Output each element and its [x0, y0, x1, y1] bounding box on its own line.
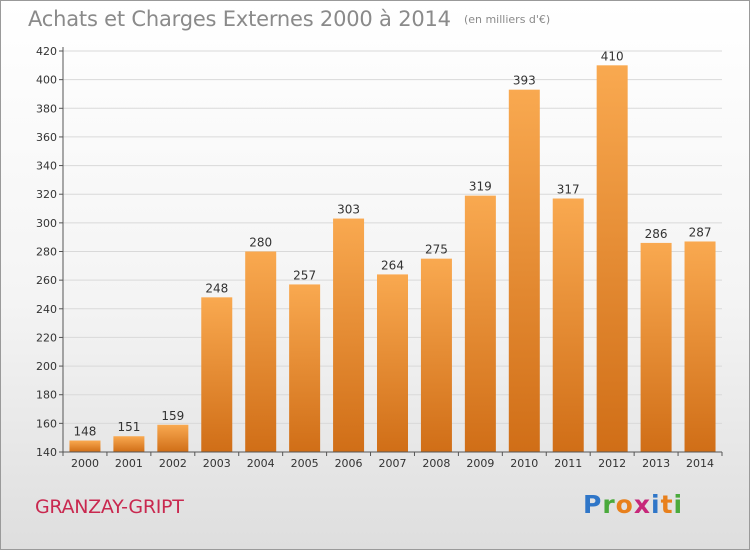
- data-label: 410: [601, 49, 624, 63]
- y-tick-label: 140: [36, 446, 57, 459]
- data-label: 257: [293, 268, 316, 282]
- logo-letter: i: [651, 490, 661, 519]
- x-tick-label: 2008: [422, 457, 450, 470]
- y-tick-label: 160: [36, 417, 57, 430]
- x-axis-ticks: 2000 2001 2002 2003 2004 2005 2006 2007 2008 2009…: [62, 452, 723, 470]
- x-tick-label: 2013: [642, 457, 670, 470]
- logo-letter: P: [583, 490, 603, 519]
- x-tick-label: 2002: [159, 457, 187, 470]
- y-tick-label: 260: [36, 274, 57, 287]
- bars: [69, 65, 716, 453]
- proxiti-logo: Proxiti: [583, 490, 683, 519]
- x-tick-label: 2006: [335, 457, 363, 470]
- data-label: 159: [161, 409, 184, 423]
- x-tick-label: 2011: [554, 457, 582, 470]
- axes: [62, 47, 722, 453]
- y-tick-label: 300: [36, 217, 57, 230]
- x-tick-label: 2003: [203, 457, 231, 470]
- bar: [684, 241, 716, 452]
- data-label: 317: [557, 183, 580, 197]
- data-labels: 148 151 159 248 280 257 303 264 275 319 393 317 410 2…: [74, 49, 712, 438]
- y-tick-label: 280: [36, 246, 57, 259]
- logo-letter: t: [660, 490, 674, 519]
- y-tick-label: 200: [36, 360, 57, 373]
- x-tick-label: 2012: [598, 457, 626, 470]
- bar: [201, 297, 233, 452]
- bar: [420, 258, 452, 452]
- data-label: 286: [645, 227, 668, 241]
- x-tick-label: 2007: [379, 457, 407, 470]
- x-tick-label: 2009: [466, 457, 494, 470]
- data-label: 264: [381, 258, 404, 272]
- bar: [640, 242, 672, 452]
- x-tick-label: 2010: [510, 457, 538, 470]
- bar: [289, 284, 321, 452]
- y-tick-label: 420: [36, 45, 57, 58]
- bar: [596, 65, 628, 453]
- data-label: 248: [205, 281, 228, 295]
- chart-title-text: Achats et Charges Externes 2000 à 2014: [28, 7, 451, 31]
- location-label: GRANZAY-GRIPT: [35, 496, 184, 518]
- bar: [552, 198, 584, 452]
- data-label: 287: [689, 225, 712, 239]
- logo-letter: o: [615, 490, 634, 519]
- bar: [377, 274, 408, 452]
- data-label: 148: [74, 425, 97, 439]
- chart-unit: (en milliers d'€): [463, 13, 551, 26]
- y-tick-label: 400: [36, 74, 57, 87]
- bar: [464, 195, 496, 452]
- y-tick-label: 220: [36, 331, 57, 344]
- data-label: 319: [469, 180, 492, 194]
- logo-letter: r: [602, 490, 616, 519]
- y-tick-label: 320: [36, 188, 57, 201]
- data-label: 393: [513, 74, 536, 88]
- data-label: 303: [337, 203, 360, 217]
- bar: [113, 436, 145, 452]
- data-label: 151: [117, 420, 140, 434]
- y-tick-label: 340: [36, 160, 57, 173]
- bar: [69, 440, 101, 452]
- bar: [245, 251, 277, 452]
- logo-letter: i: [673, 490, 684, 519]
- logo-letter: x: [633, 490, 651, 519]
- chart-title: Achats et Charges Externes 2000 à 2014 (…: [28, 7, 550, 31]
- x-tick-label: 2001: [115, 457, 143, 470]
- bar: [508, 89, 540, 453]
- y-tick-label: 360: [36, 131, 57, 144]
- y-axis-ticks: 140 160 180 200 220 240 260 280 300 320 340 360 380 4…: [36, 45, 63, 459]
- x-tick-label: 2000: [71, 457, 99, 470]
- bar: [157, 424, 189, 452]
- y-tick-label: 180: [36, 389, 57, 402]
- x-tick-label: 2014: [686, 457, 714, 470]
- x-tick-label: 2005: [291, 457, 319, 470]
- bar: [333, 218, 365, 452]
- data-label: 280: [249, 236, 272, 250]
- data-label: 275: [425, 243, 448, 257]
- x-tick-label: 2004: [247, 457, 275, 470]
- y-tick-label: 380: [36, 102, 57, 115]
- y-tick-label: 240: [36, 303, 57, 316]
